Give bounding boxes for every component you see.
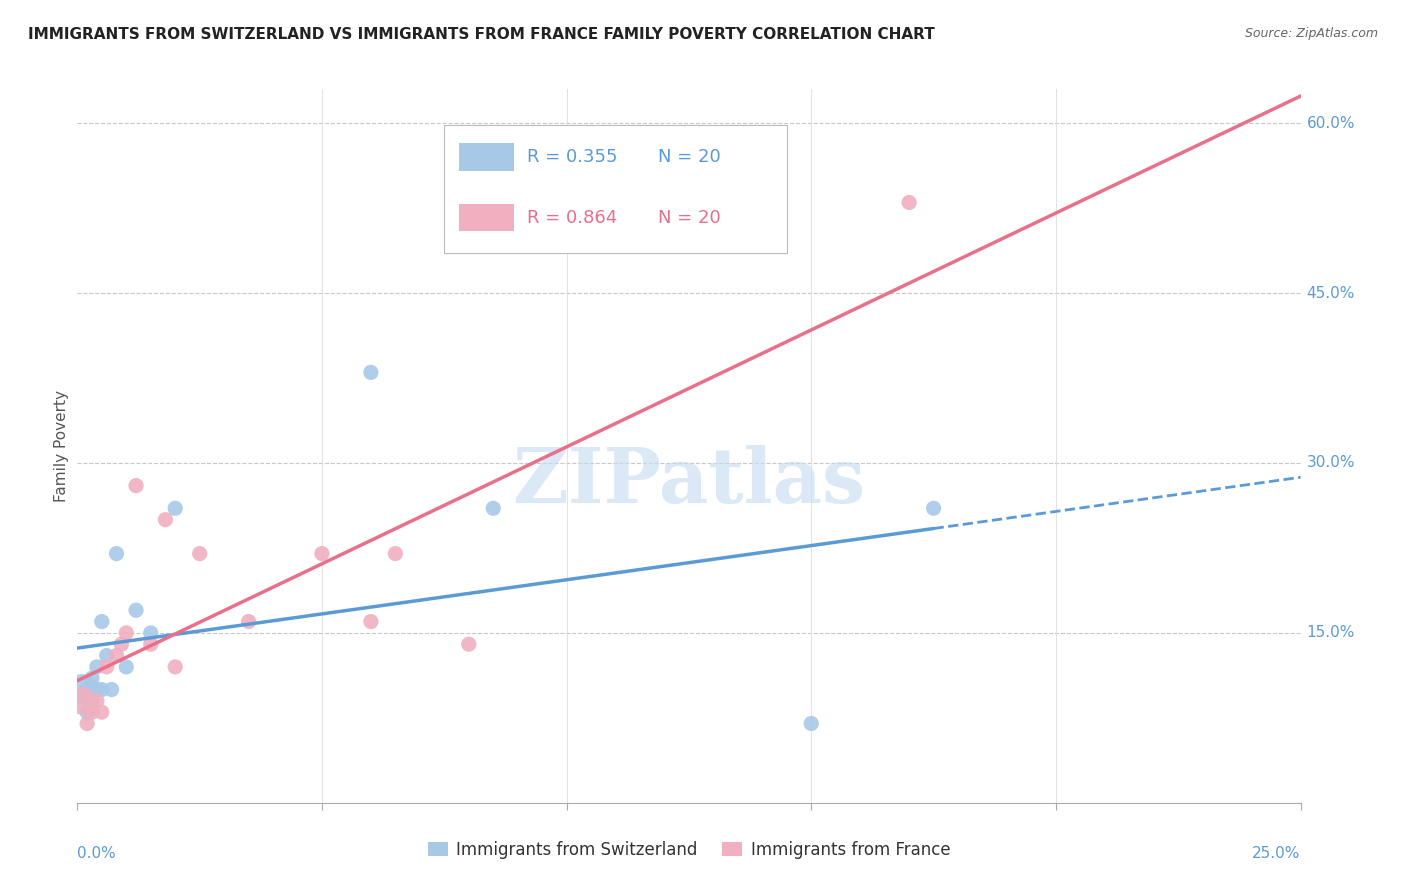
Point (80, 694, 103, 708)
Point (76, 682, 98, 697)
Text: ZIPatlas: ZIPatlas (512, 445, 866, 518)
FancyBboxPatch shape (458, 144, 515, 170)
Point (90, 705, 112, 719)
Point (86, 694, 108, 708)
Point (311, 547, 333, 561)
Text: 45.0%: 45.0% (1306, 285, 1355, 301)
Point (80, 671, 103, 685)
Text: N = 20: N = 20 (658, 148, 721, 166)
Point (76, 716, 98, 731)
Point (188, 547, 211, 561)
Point (155, 513, 177, 527)
Text: R = 0.864: R = 0.864 (527, 209, 617, 227)
Point (922, 501, 945, 516)
Point (360, 365, 382, 379)
Point (100, 682, 122, 697)
Text: IMMIGRANTS FROM SWITZERLAND VS IMMIGRANTS FROM FRANCE FAMILY POVERTY CORRELATION: IMMIGRANTS FROM SWITZERLAND VS IMMIGRANT… (28, 27, 935, 42)
Point (125, 478, 148, 492)
Point (105, 648, 128, 663)
Point (165, 501, 187, 516)
Point (110, 637, 132, 651)
Point (139, 626, 162, 640)
Point (165, 660, 187, 674)
Text: 30.0%: 30.0% (1306, 456, 1355, 470)
FancyBboxPatch shape (444, 125, 787, 253)
Point (86, 660, 108, 674)
Point (96, 660, 118, 674)
Text: R = 0.355: R = 0.355 (527, 148, 619, 166)
Point (70, 682, 93, 697)
Point (90, 682, 112, 697)
Point (384, 547, 406, 561)
Text: 60.0%: 60.0% (1306, 116, 1355, 131)
Point (898, 195, 921, 210)
Point (139, 637, 162, 651)
Point (482, 501, 505, 516)
Point (86, 682, 108, 697)
Point (80, 705, 103, 719)
Point (76, 705, 98, 719)
Text: Source: ZipAtlas.com: Source: ZipAtlas.com (1244, 27, 1378, 40)
Point (800, 716, 823, 731)
Text: 25.0%: 25.0% (1253, 846, 1301, 861)
Point (125, 603, 148, 617)
Point (96, 648, 118, 663)
Point (105, 547, 128, 561)
Point (115, 626, 138, 640)
Point (360, 615, 382, 629)
Point (238, 615, 260, 629)
Point (90, 615, 112, 629)
Point (70, 694, 93, 708)
Text: 0.0%: 0.0% (77, 846, 117, 861)
Text: N = 20: N = 20 (658, 209, 721, 227)
Text: 15.0%: 15.0% (1306, 625, 1355, 640)
Y-axis label: Family Poverty: Family Poverty (53, 390, 69, 502)
Legend: Immigrants from Switzerland, Immigrants from France: Immigrants from Switzerland, Immigrants … (420, 835, 957, 866)
Point (115, 660, 138, 674)
Point (457, 637, 479, 651)
FancyBboxPatch shape (458, 204, 515, 231)
